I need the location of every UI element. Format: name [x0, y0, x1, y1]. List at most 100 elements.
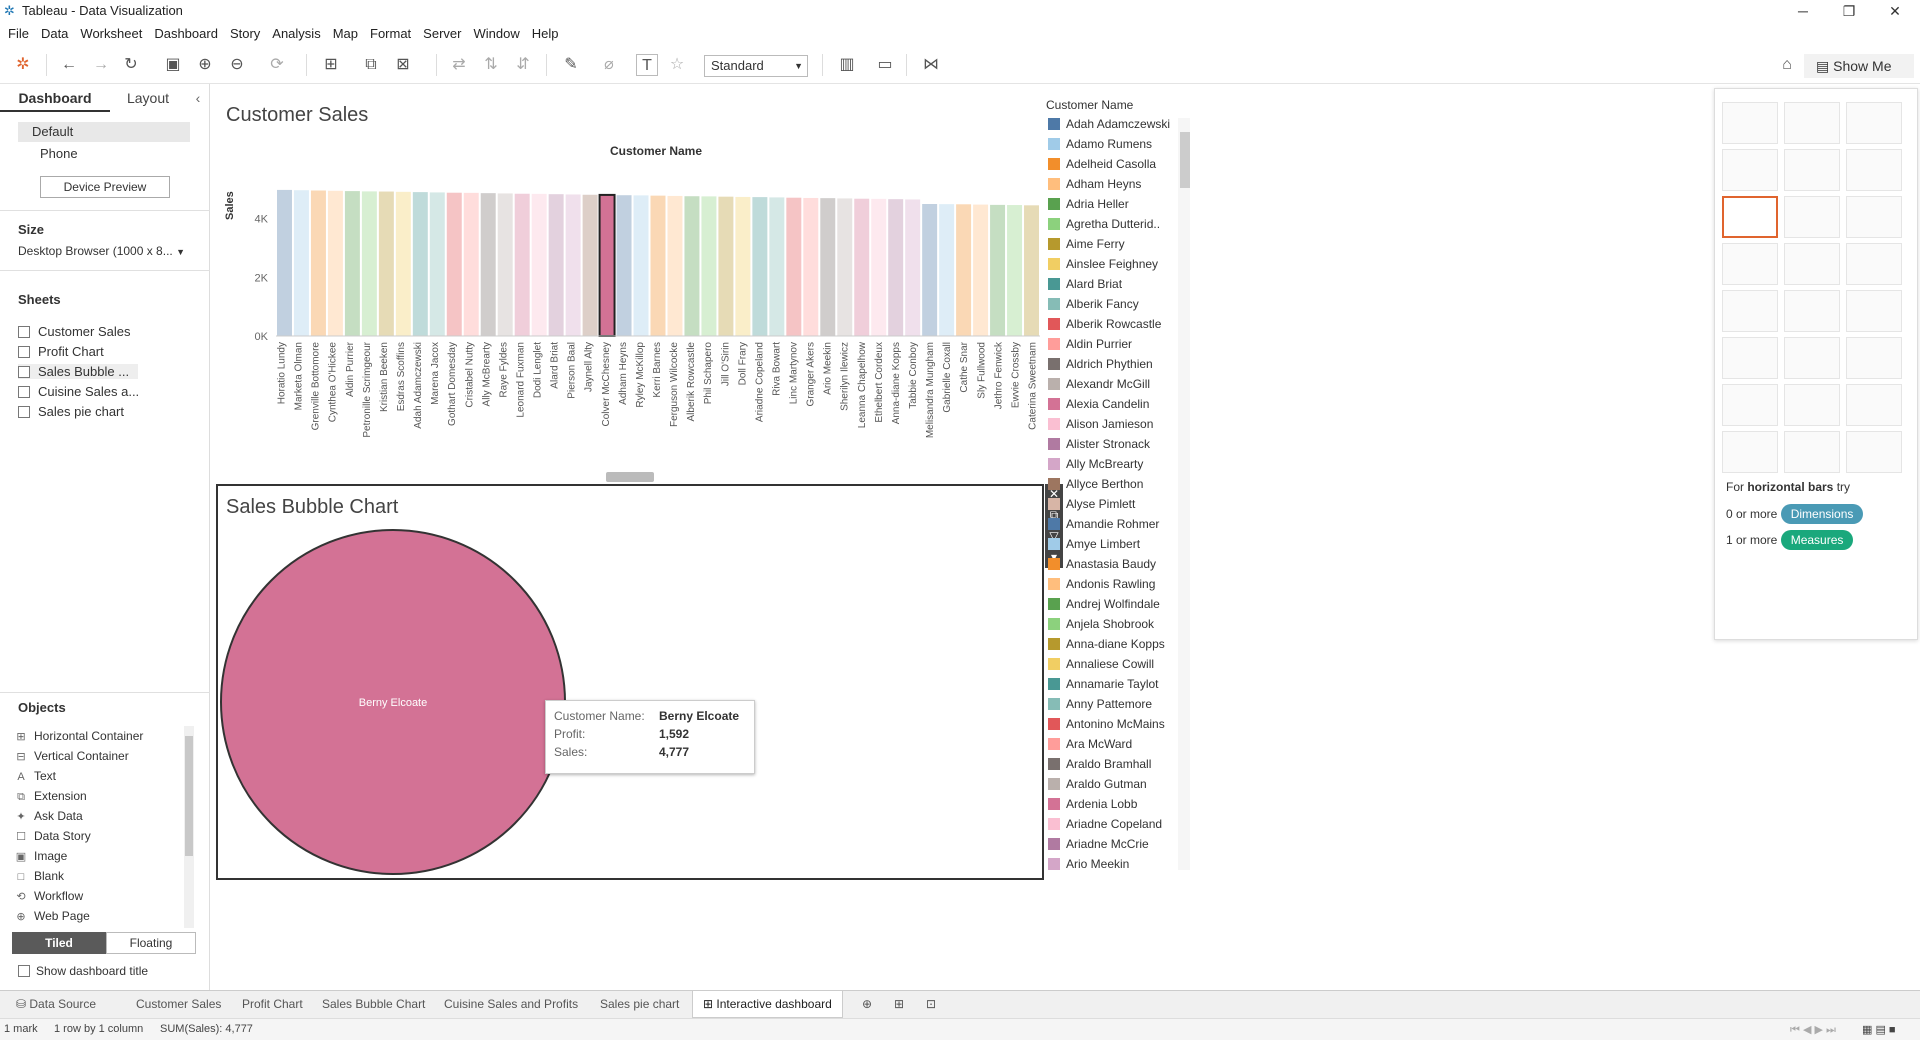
minimize-button[interactable]: ─ [1780, 0, 1826, 22]
fix-axes-icon[interactable]: ☆ [666, 54, 688, 76]
bar[interactable] [498, 193, 513, 336]
nav-buttons-icon[interactable]: ⏮ ◀ ▶ ⏭ [1790, 1023, 1836, 1037]
show-me-continuous-lines-icon[interactable] [1722, 290, 1778, 332]
legend-item[interactable]: Aldrich Phythien [1044, 354, 1180, 374]
show-me-text-table-icon[interactable] [1722, 102, 1778, 144]
size-select[interactable]: Desktop Browser (1000 x 8... ▼ [18, 244, 185, 258]
bar[interactable] [532, 194, 547, 336]
bar[interactable] [430, 192, 445, 336]
swap-icon[interactable]: ⇄ [448, 54, 470, 76]
legend-item[interactable]: Alister Stronack [1044, 434, 1180, 454]
legend-item[interactable]: Amye Limbert [1044, 534, 1180, 554]
tab-cuisine-sales[interactable]: Cuisine Sales and Profits [434, 991, 588, 1018]
sort-descending-icon[interactable]: ⇵ [512, 54, 534, 76]
color-legend[interactable]: Customer Name Adah Adamczewski Adamo Rume… [1044, 98, 1180, 878]
menu-analysis[interactable]: Analysis [266, 22, 326, 46]
menu-map[interactable]: Map [327, 22, 364, 46]
tab-interactive-dashboard[interactable]: ⊞ Interactive dashboard [692, 991, 843, 1018]
bar[interactable] [922, 204, 937, 336]
customer-sales-chart[interactable]: 0K2K4K [240, 160, 1040, 340]
show-me-scatter-plot-icon[interactable] [1722, 384, 1778, 426]
menu-worksheet[interactable]: Worksheet [74, 22, 148, 46]
menu-file[interactable]: File [0, 22, 35, 46]
object-item[interactable]: ⟲ Workflow [14, 886, 184, 906]
tab-customer-sales[interactable]: Customer Sales [126, 991, 231, 1018]
show-me-horizontal-bars-icon[interactable] [1722, 196, 1778, 238]
legend-item[interactable]: Alison Jamieson [1044, 414, 1180, 434]
legend-scrollbar[interactable] [1178, 118, 1190, 870]
tableau-home-icon[interactable]: ✲ [12, 54, 34, 76]
new-data-source-icon[interactable]: ⊕ [194, 54, 216, 76]
menu-server[interactable]: Server [417, 22, 467, 46]
bubble-chart[interactable]: Berny Elcoate [216, 520, 576, 880]
sheet-item[interactable]: Sales pie chart [18, 404, 124, 419]
legend-item[interactable]: Alexandr McGill [1044, 374, 1180, 394]
legend-item[interactable]: Adria Heller [1044, 194, 1180, 214]
menu-help[interactable]: Help [526, 22, 565, 46]
replay-icon[interactable]: ↻ [120, 54, 142, 76]
bar[interactable] [854, 199, 869, 336]
legend-item[interactable]: Anastasia Baudy [1044, 554, 1180, 574]
legend-item[interactable]: Andonis Rawling [1044, 574, 1180, 594]
bar[interactable] [634, 195, 649, 336]
legend-item[interactable]: Andrej Wolfindale [1044, 594, 1180, 614]
show-me-circle-views-icon[interactable] [1784, 243, 1840, 285]
bar[interactable] [752, 197, 767, 336]
duplicate-sheet-icon[interactable]: ⧉ [360, 54, 382, 76]
object-item[interactable]: ⧉ Extension [14, 786, 184, 806]
legend-item[interactable]: Anna-diane Kopps [1044, 634, 1180, 654]
bar[interactable] [362, 191, 377, 336]
bar[interactable] [600, 195, 615, 336]
legend-item[interactable]: Aime Ferry [1044, 234, 1180, 254]
bar[interactable] [651, 196, 666, 336]
object-item[interactable]: ✦ Ask Data [14, 806, 184, 826]
legend-item[interactable]: Ara McWard [1044, 734, 1180, 754]
legend-item[interactable]: Ariadne Copeland [1044, 814, 1180, 834]
sheet-item[interactable]: Cuisine Sales a... [18, 384, 139, 399]
show-me-dual-lines-icon[interactable] [1846, 290, 1902, 332]
object-item[interactable]: □ Blank [14, 866, 184, 886]
show-me-packed-bubbles-icon[interactable] [1846, 431, 1902, 473]
bar[interactable] [1007, 205, 1022, 336]
refresh-icon[interactable]: ⟳ [266, 54, 288, 76]
bar[interactable] [769, 197, 784, 336]
object-item[interactable]: ⊞ Horizontal Container [14, 726, 184, 746]
show-me-highlight-table-icon[interactable] [1784, 102, 1840, 144]
bar[interactable] [379, 192, 394, 336]
bar[interactable] [549, 194, 564, 336]
show-me-area-discrete-icon[interactable] [1784, 337, 1840, 379]
show-labels-icon[interactable]: T [636, 54, 658, 76]
object-item[interactable]: ▣ Image [14, 846, 184, 866]
bar[interactable] [786, 198, 801, 336]
legend-item[interactable]: Ainslee Feighney [1044, 254, 1180, 274]
bar[interactable] [956, 204, 971, 336]
bar[interactable] [481, 193, 496, 336]
save-icon[interactable]: ▣ [162, 54, 184, 76]
bar[interactable] [735, 197, 750, 336]
presentation-mode-icon[interactable]: ▭ [874, 54, 896, 76]
bar[interactable] [684, 196, 699, 336]
legend-item[interactable]: Agretha Dutterid.. [1044, 214, 1180, 234]
menu-format[interactable]: Format [364, 22, 417, 46]
close-button[interactable]: ✕ [1872, 0, 1918, 22]
show-me-histogram-icon[interactable] [1784, 384, 1840, 426]
object-item[interactable]: A Text [14, 766, 184, 786]
pin-icon[interactable]: ⌂ [1776, 54, 1798, 76]
clear-sheet-icon[interactable]: ⊠ [392, 54, 414, 76]
bar[interactable] [820, 198, 835, 336]
bar[interactable] [617, 195, 632, 336]
legend-item[interactable]: Anjela Shobrook [1044, 614, 1180, 634]
show-me-dual-combination-icon[interactable] [1846, 337, 1902, 379]
object-item[interactable]: ⊟ Vertical Container [14, 746, 184, 766]
legend-item[interactable]: Annamarie Taylot [1044, 674, 1180, 694]
bar[interactable] [277, 190, 292, 336]
group-icon[interactable]: ⌀ [598, 54, 620, 76]
legend-item[interactable]: Alard Briat [1044, 274, 1180, 294]
bar[interactable] [328, 191, 343, 336]
bar[interactable] [294, 190, 309, 336]
bar[interactable] [888, 199, 903, 336]
sheet-item[interactable]: Profit Chart [18, 344, 104, 359]
resize-handle[interactable] [606, 472, 654, 482]
legend-item[interactable]: Alberik Fancy [1044, 294, 1180, 314]
collapse-pane-icon[interactable]: ‹ [186, 84, 210, 112]
